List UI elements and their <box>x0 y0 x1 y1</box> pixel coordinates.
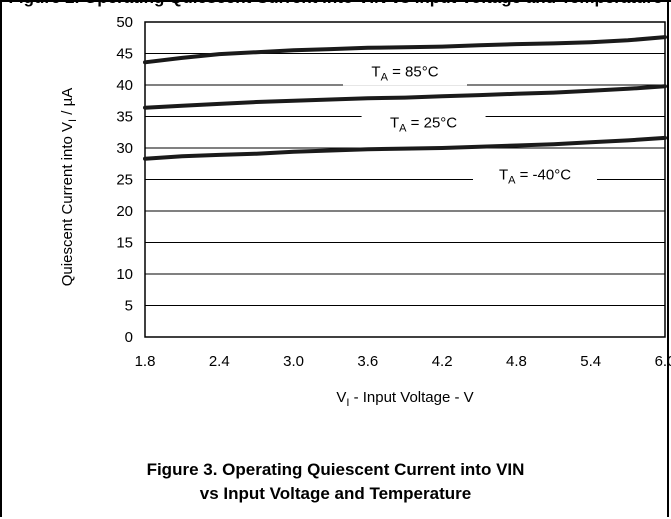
plot-border <box>144 21 666 338</box>
y-axis-label: Quiescent Current into VI / µA <box>59 88 79 286</box>
x-tick-label: 5.4 <box>580 353 601 370</box>
cropped-figure-title: Figure 2. Operating Quiescent Current in… <box>0 0 671 8</box>
x-axis-label: VI - Input Voltage - V <box>336 389 473 409</box>
series-annotations: TA = 85°C TA = 25°C TA = -40°C <box>343 59 597 189</box>
series-label-background <box>361 110 486 137</box>
series-label-ta-25c: TA = 25°C <box>361 110 486 137</box>
x-tick-label: 1.8 <box>135 353 156 370</box>
x-tick-label: 2.4 <box>209 353 230 370</box>
y-tick-label: 40 <box>116 77 133 94</box>
y-tick-label: 15 <box>116 235 133 252</box>
series-line-ta-85c <box>143 35 667 65</box>
series-line-ta-25c <box>143 84 667 110</box>
series-lines <box>143 35 667 161</box>
series-label-text: TA = 25°C <box>390 114 457 134</box>
y-tick-label: 45 <box>116 46 133 63</box>
series-label-background <box>473 162 597 189</box>
y-tick-label: 35 <box>116 109 133 126</box>
series-line-ta-minus-40c <box>143 135 667 161</box>
y-tick-label: 50 <box>116 14 133 31</box>
series-label-text: TA = -40°C <box>499 167 571 187</box>
series-label-background <box>343 59 467 86</box>
y-tick-labels: 0 5 10 15 20 25 30 35 40 45 50 <box>116 14 133 346</box>
y-tick-label: 0 <box>125 329 133 346</box>
figure-caption-line-1: Figure 3. Operating Quiescent Current in… <box>146 460 525 479</box>
x-tick-labels: 1.8 2.4 3.0 3.6 4.2 4.8 5.4 6.0 <box>135 353 671 370</box>
series-label-ta-minus-40c: TA = -40°C <box>473 162 597 189</box>
top-rule <box>0 0 671 2</box>
figure-caption-line-2: vs Input Voltage and Temperature <box>199 484 472 503</box>
x-tick-label: 3.6 <box>357 353 378 370</box>
y-tick-label: 25 <box>116 172 133 189</box>
x-tick-label: 4.2 <box>432 353 453 370</box>
series-label-text: TA = 85°C <box>371 63 438 83</box>
y-tick-label: 5 <box>125 298 133 315</box>
y-tick-label: 10 <box>116 266 133 283</box>
x-tick-label: 3.0 <box>283 353 304 370</box>
y-tick-label: 20 <box>116 203 133 220</box>
y-tick-label: 30 <box>116 140 133 157</box>
x-tick-label: 4.8 <box>506 353 527 370</box>
series-label-ta-85c: TA = 85°C <box>343 59 467 86</box>
x-tick-label: 6.0 <box>655 353 671 370</box>
